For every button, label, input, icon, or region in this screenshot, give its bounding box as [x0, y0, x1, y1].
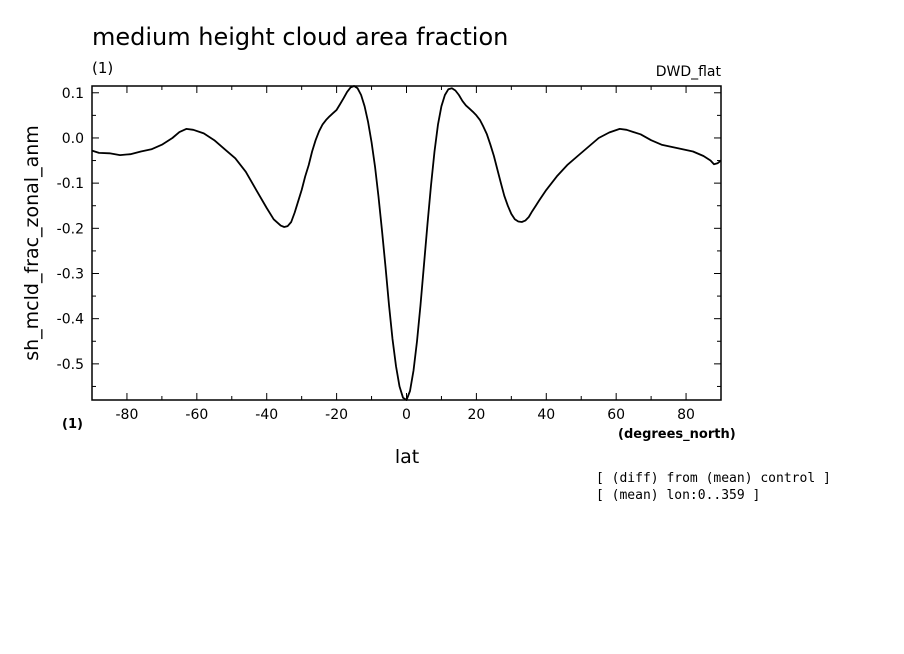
x-tick-label: -80 — [116, 407, 139, 423]
x-units-label: (degrees_north) — [618, 427, 736, 442]
x-tick-label: 60 — [607, 407, 625, 423]
dataset-label: DWD_flat — [656, 64, 722, 80]
chart-title: medium height cloud area fraction — [92, 23, 508, 51]
x-axis-label: lat — [395, 446, 419, 468]
x-tick-label: -60 — [185, 407, 208, 423]
y-tick-label: -0.4 — [57, 312, 84, 328]
x-tick-label: -40 — [255, 407, 278, 423]
note-mean: [ (mean) lon:0..359 ] — [596, 488, 760, 503]
y-axis-label: sh_mcld_frac_zonal_anm — [21, 125, 43, 361]
note-diff: [ (diff) from (mean) control ] — [596, 471, 831, 486]
x-tick-label: 20 — [467, 407, 485, 423]
y-units-marker: (1) — [62, 417, 83, 432]
y-axis-ticks: 0.1 0.0 -0.1 -0.2 -0.3 -0.4 -0.5 — [57, 86, 721, 387]
series-layer — [91, 85, 722, 401]
plot-frame — [91, 85, 722, 401]
x-tick-label: 80 — [677, 407, 695, 423]
y-tick-label: 0.0 — [62, 131, 84, 147]
series-line-0 — [91, 85, 722, 401]
y-tick-label: -0.3 — [57, 266, 84, 282]
y-tick-label: -0.5 — [57, 357, 84, 373]
chart-subtitle: (1) — [92, 59, 113, 77]
x-tick-label: -20 — [325, 407, 348, 423]
y-tick-label: 0.1 — [62, 86, 84, 102]
x-axis-ticks: -80 -60 -40 -20 0 20 40 60 80 — [91, 86, 722, 423]
x-tick-label: 40 — [537, 407, 555, 423]
y-tick-label: -0.2 — [57, 221, 84, 237]
x-tick-label: 0 — [402, 407, 411, 423]
y-tick-label: -0.1 — [57, 176, 84, 192]
plot-area: -80 -60 -40 -20 0 20 40 60 80 0.1 0.0 -0.1 -0.2 -0.3… — [57, 85, 722, 423]
